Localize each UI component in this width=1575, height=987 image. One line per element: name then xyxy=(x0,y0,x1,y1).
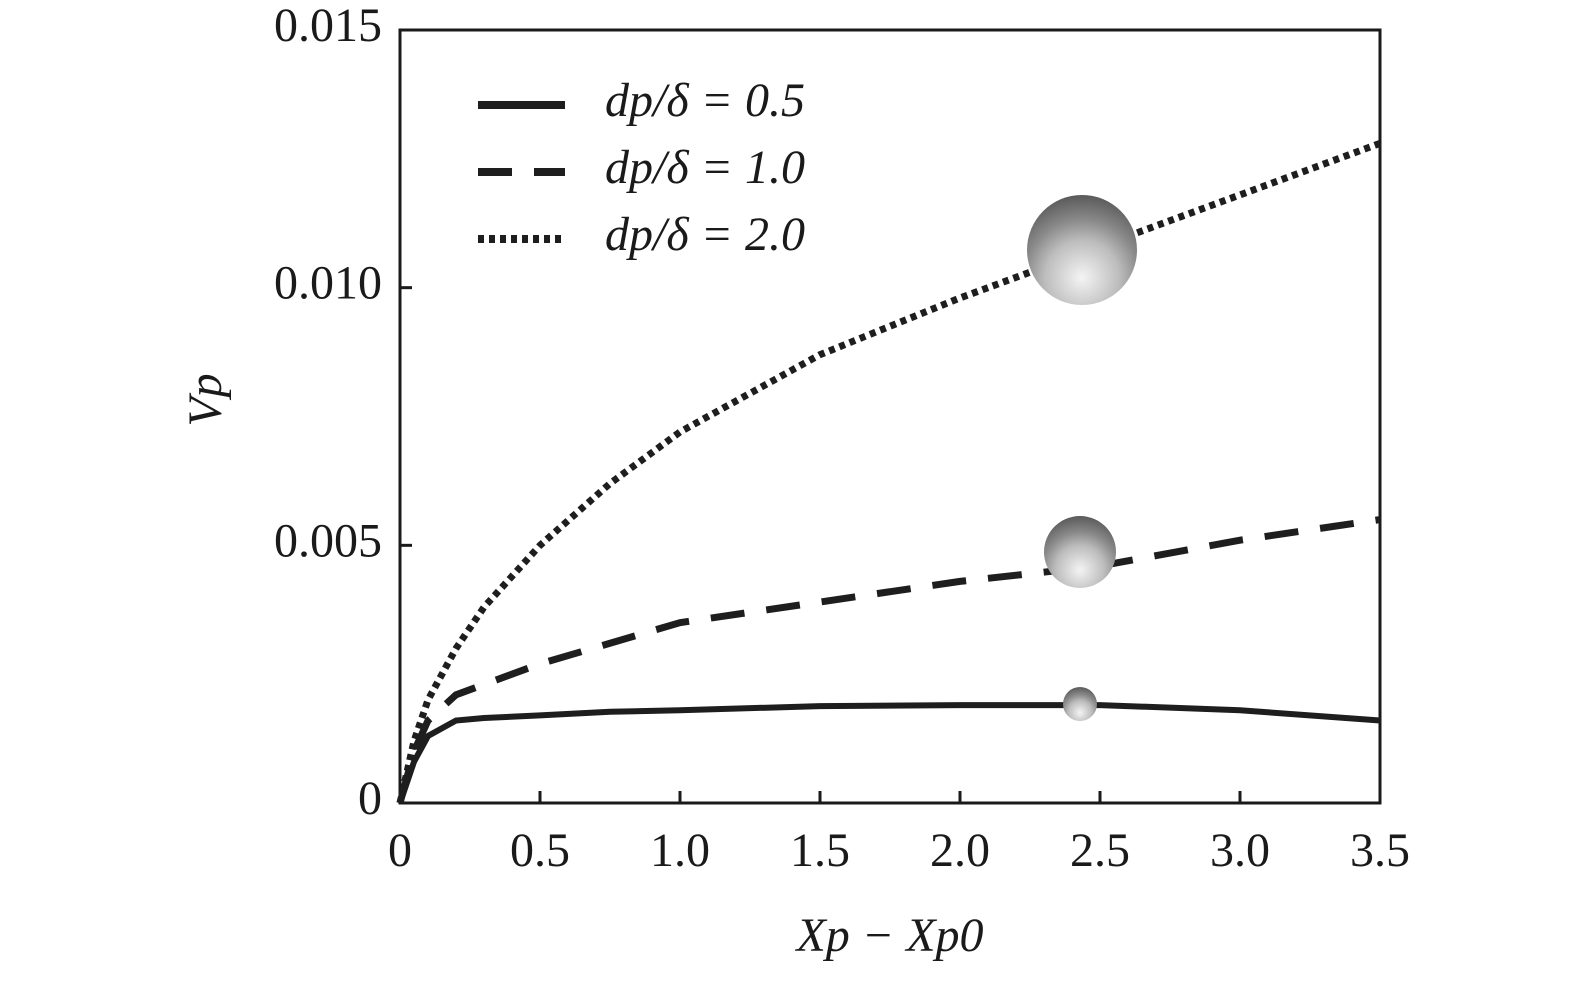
x-tick-label: 2.5 xyxy=(1070,824,1130,877)
particle-illustration xyxy=(1044,516,1116,588)
x-tick-label: 1.5 xyxy=(790,824,850,877)
series-line xyxy=(397,702,1381,804)
particle-illustration xyxy=(1027,195,1137,305)
x-tick-label: 1.0 xyxy=(650,824,710,877)
x-axis-label: Xp − Xp0 xyxy=(794,909,983,962)
x-tick-label: 0.5 xyxy=(510,824,570,877)
y-axis-label: Vp xyxy=(179,373,232,426)
series-line xyxy=(396,516,1381,804)
legend-label: dp/δ = 1.0 xyxy=(605,141,805,194)
y-tick-label: 0.005 xyxy=(274,514,382,567)
plot-frame xyxy=(398,28,1382,805)
x-tick-label: 3.5 xyxy=(1350,824,1410,877)
legend-label: dp/δ = 2.0 xyxy=(605,208,805,261)
x-tick-label: 0 xyxy=(388,824,412,877)
legend-label: dp/δ = 0.5 xyxy=(605,74,805,127)
x-tick-label: 3.0 xyxy=(1210,824,1270,877)
particle-illustration xyxy=(1063,687,1097,721)
x-tick-label: 2.0 xyxy=(930,824,990,877)
y-tick-label: 0.010 xyxy=(274,257,382,310)
y-tick-label: 0.015 xyxy=(274,0,382,52)
y-tick-label: 0 xyxy=(358,772,382,825)
